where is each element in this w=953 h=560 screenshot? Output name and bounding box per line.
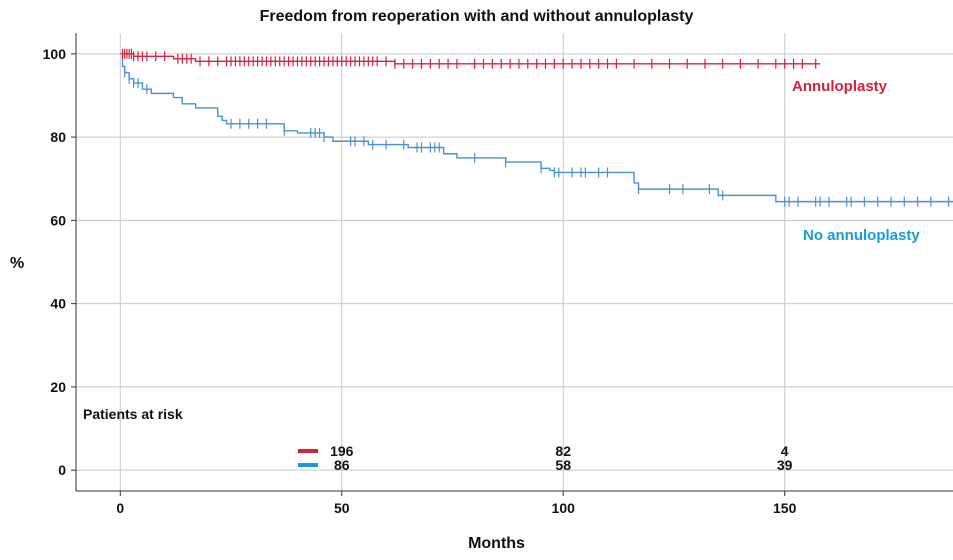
series-label: Annuloplasty xyxy=(792,78,888,95)
y-tick-label: 80 xyxy=(50,129,66,145)
risk-count: 58 xyxy=(555,457,571,473)
x-tick-label: 100 xyxy=(552,500,576,516)
series-line-1 xyxy=(120,53,953,203)
y-axis-label: % xyxy=(10,255,25,272)
x-tick-label: 150 xyxy=(773,500,797,516)
risk-count: 4 xyxy=(781,443,789,459)
y-tick-label: 40 xyxy=(50,296,66,312)
series-line-0 xyxy=(120,53,821,65)
grid-lines xyxy=(76,33,953,491)
y-tick-label: 0 xyxy=(58,462,66,478)
x-axis-label: Months xyxy=(468,535,525,552)
risk-count: 86 xyxy=(334,457,350,473)
risk-count: 82 xyxy=(555,443,571,459)
risk-table: Patients at risk 196 82 4 86 58 39 xyxy=(83,406,793,473)
y-tick-label: 100 xyxy=(43,46,67,62)
y-tick-label: 20 xyxy=(50,379,66,395)
risk-count: 39 xyxy=(777,457,793,473)
series-label: No annuloplasty xyxy=(803,227,920,244)
x-tick-label: 0 xyxy=(116,500,124,516)
x-tick-label: 50 xyxy=(334,500,350,516)
y-tick-label: 60 xyxy=(50,212,66,228)
risk-count: 196 xyxy=(330,443,354,459)
axes: 0 50 100 150 0 20 40 60 80 100 xyxy=(43,33,953,516)
chart-title: Freedom from reoperation with and withou… xyxy=(259,8,694,25)
annotations: Annuloplasty No annuloplasty xyxy=(792,78,920,244)
censor-marks xyxy=(121,48,950,207)
series-lines xyxy=(120,53,953,203)
risk-table-title: Patients at risk xyxy=(83,406,183,422)
